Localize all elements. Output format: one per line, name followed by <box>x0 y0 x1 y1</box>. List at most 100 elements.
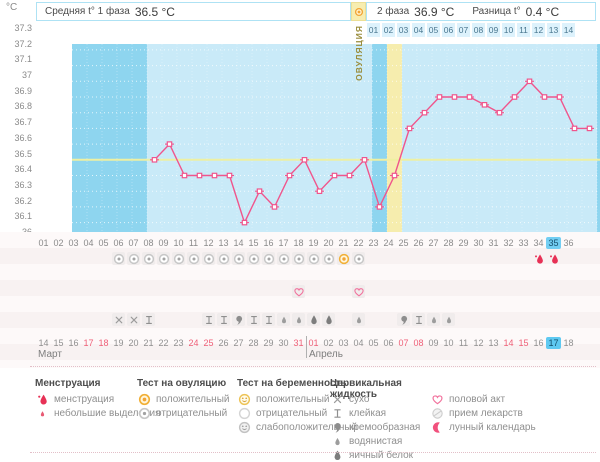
cycle-day-label[interactable]: 07 <box>128 238 139 248</box>
temp-point[interactable] <box>466 94 473 100</box>
calendar-date[interactable]: 29 <box>263 338 274 348</box>
cycle-day-label[interactable]: 20 <box>323 238 334 248</box>
temp-point[interactable] <box>256 188 263 195</box>
temp-point[interactable] <box>151 156 158 163</box>
calendar-date[interactable]: 23 <box>173 338 184 348</box>
cycle-day-label[interactable]: 09 <box>158 238 169 248</box>
temp-point[interactable] <box>391 172 398 179</box>
temp-point[interactable] <box>196 172 203 179</box>
temp-point[interactable] <box>166 141 173 147</box>
calendar-date[interactable]: 21 <box>143 338 154 348</box>
cycle-day-label[interactable]: 03 <box>68 238 79 248</box>
temp-point[interactable] <box>316 188 323 195</box>
cycle-day-label[interactable]: 32 <box>503 238 514 248</box>
temp-point[interactable] <box>421 109 428 116</box>
temp-point[interactable] <box>511 94 518 100</box>
calendar-date[interactable]: 25 <box>203 338 214 348</box>
calendar-date[interactable]: 27 <box>233 338 244 348</box>
calendar-date[interactable]: 04 <box>353 338 364 348</box>
temp-point[interactable] <box>271 204 278 210</box>
calendar-date[interactable]: 17 <box>546 337 561 349</box>
calendar-date[interactable]: 07 <box>398 338 409 348</box>
cycle-day-label[interactable]: 04 <box>83 238 94 248</box>
calendar-date[interactable]: 03 <box>338 338 349 348</box>
calendar-date[interactable]: 31 <box>293 338 304 348</box>
calendar-date[interactable]: 11 <box>458 338 469 348</box>
cycle-day-label[interactable]: 22 <box>353 238 364 248</box>
temp-point[interactable] <box>286 172 293 179</box>
cycle-day-label[interactable]: 15 <box>248 238 259 248</box>
calendar-date[interactable]: 14 <box>503 338 514 348</box>
calendar-date[interactable]: 13 <box>488 338 499 348</box>
temp-point[interactable] <box>451 94 458 100</box>
cycle-day-label[interactable]: 27 <box>428 238 439 248</box>
cycle-day-label[interactable]: 17 <box>278 238 289 248</box>
temp-point[interactable] <box>526 78 533 85</box>
cycle-day-label[interactable]: 19 <box>308 238 319 248</box>
calendar-date[interactable]: 20 <box>128 338 139 348</box>
cycle-day-label[interactable]: 30 <box>473 238 484 248</box>
calendar-date[interactable]: 02 <box>323 338 334 348</box>
calendar-date[interactable]: 18 <box>563 338 574 348</box>
calendar-date[interactable]: 28 <box>248 338 259 348</box>
temp-point[interactable] <box>436 94 443 100</box>
temp-point[interactable] <box>541 94 548 100</box>
temp-point[interactable] <box>376 204 383 210</box>
temp-point[interactable] <box>181 172 188 179</box>
calendar-date[interactable]: 24 <box>188 338 199 348</box>
calendar-date[interactable]: 15 <box>53 338 64 348</box>
calendar-date[interactable]: 18 <box>98 338 109 348</box>
temp-point[interactable] <box>406 125 413 132</box>
cycle-day-label[interactable]: 29 <box>458 238 469 248</box>
calendar-date[interactable]: 05 <box>368 338 379 348</box>
calendar-date[interactable]: 17 <box>83 338 94 348</box>
calendar-date[interactable]: 19 <box>113 338 124 348</box>
cycle-day-label[interactable]: 31 <box>488 238 499 248</box>
cycle-day-label[interactable]: 35 <box>546 237 561 249</box>
cycle-day-label[interactable]: 26 <box>413 238 424 248</box>
cycle-day-label[interactable]: 36 <box>563 238 574 248</box>
calendar-date[interactable]: 09 <box>428 338 439 348</box>
cycle-day-label[interactable]: 02 <box>53 238 64 248</box>
temp-point[interactable] <box>241 219 248 226</box>
cycle-day-label[interactable]: 25 <box>398 238 409 248</box>
temp-point[interactable] <box>346 172 353 179</box>
calendar-date[interactable]: 10 <box>443 338 454 348</box>
calendar-date[interactable]: 06 <box>383 338 394 348</box>
temp-point[interactable] <box>496 109 503 116</box>
temp-point[interactable] <box>571 125 578 132</box>
temp-point[interactable] <box>226 172 233 179</box>
cycle-day-label[interactable]: 16 <box>263 238 274 248</box>
temp-point[interactable] <box>301 156 308 163</box>
cycle-day-label[interactable]: 08 <box>143 238 154 248</box>
calendar-date[interactable]: 26 <box>218 338 229 348</box>
cycle-day-label[interactable]: 10 <box>173 238 184 248</box>
temp-point[interactable] <box>361 156 368 163</box>
cycle-day-label[interactable]: 01 <box>38 238 49 248</box>
calendar-date[interactable]: 14 <box>38 338 49 348</box>
cycle-day-label[interactable]: 34 <box>533 238 544 248</box>
calendar-date[interactable]: 30 <box>278 338 289 348</box>
temp-point[interactable] <box>481 101 488 108</box>
calendar-date[interactable]: 16 <box>533 338 544 348</box>
calendar-date[interactable]: 01 <box>308 338 319 348</box>
cycle-day-label[interactable]: 13 <box>218 238 229 248</box>
cycle-day-label[interactable]: 33 <box>518 238 529 248</box>
cycle-day-label[interactable]: 05 <box>98 238 109 248</box>
calendar-date[interactable]: 22 <box>158 338 169 348</box>
temp-point[interactable] <box>586 125 593 132</box>
temp-point[interactable] <box>331 172 338 179</box>
temp-point[interactable] <box>556 94 563 100</box>
cycle-day-label[interactable]: 28 <box>443 238 454 248</box>
calendar-date[interactable]: 16 <box>68 338 79 348</box>
cycle-day-label[interactable]: 06 <box>113 238 124 248</box>
calendar-date[interactable]: 08 <box>413 338 424 348</box>
cycle-day-label[interactable]: 21 <box>338 238 349 248</box>
calendar-date[interactable]: 15 <box>518 338 529 348</box>
cycle-day-label[interactable]: 23 <box>368 238 379 248</box>
cycle-day-label[interactable]: 11 <box>188 238 199 248</box>
cycle-day-label[interactable]: 14 <box>233 238 244 248</box>
cycle-day-label[interactable]: 24 <box>383 238 394 248</box>
calendar-date[interactable]: 12 <box>473 338 484 348</box>
temp-point[interactable] <box>211 172 218 179</box>
